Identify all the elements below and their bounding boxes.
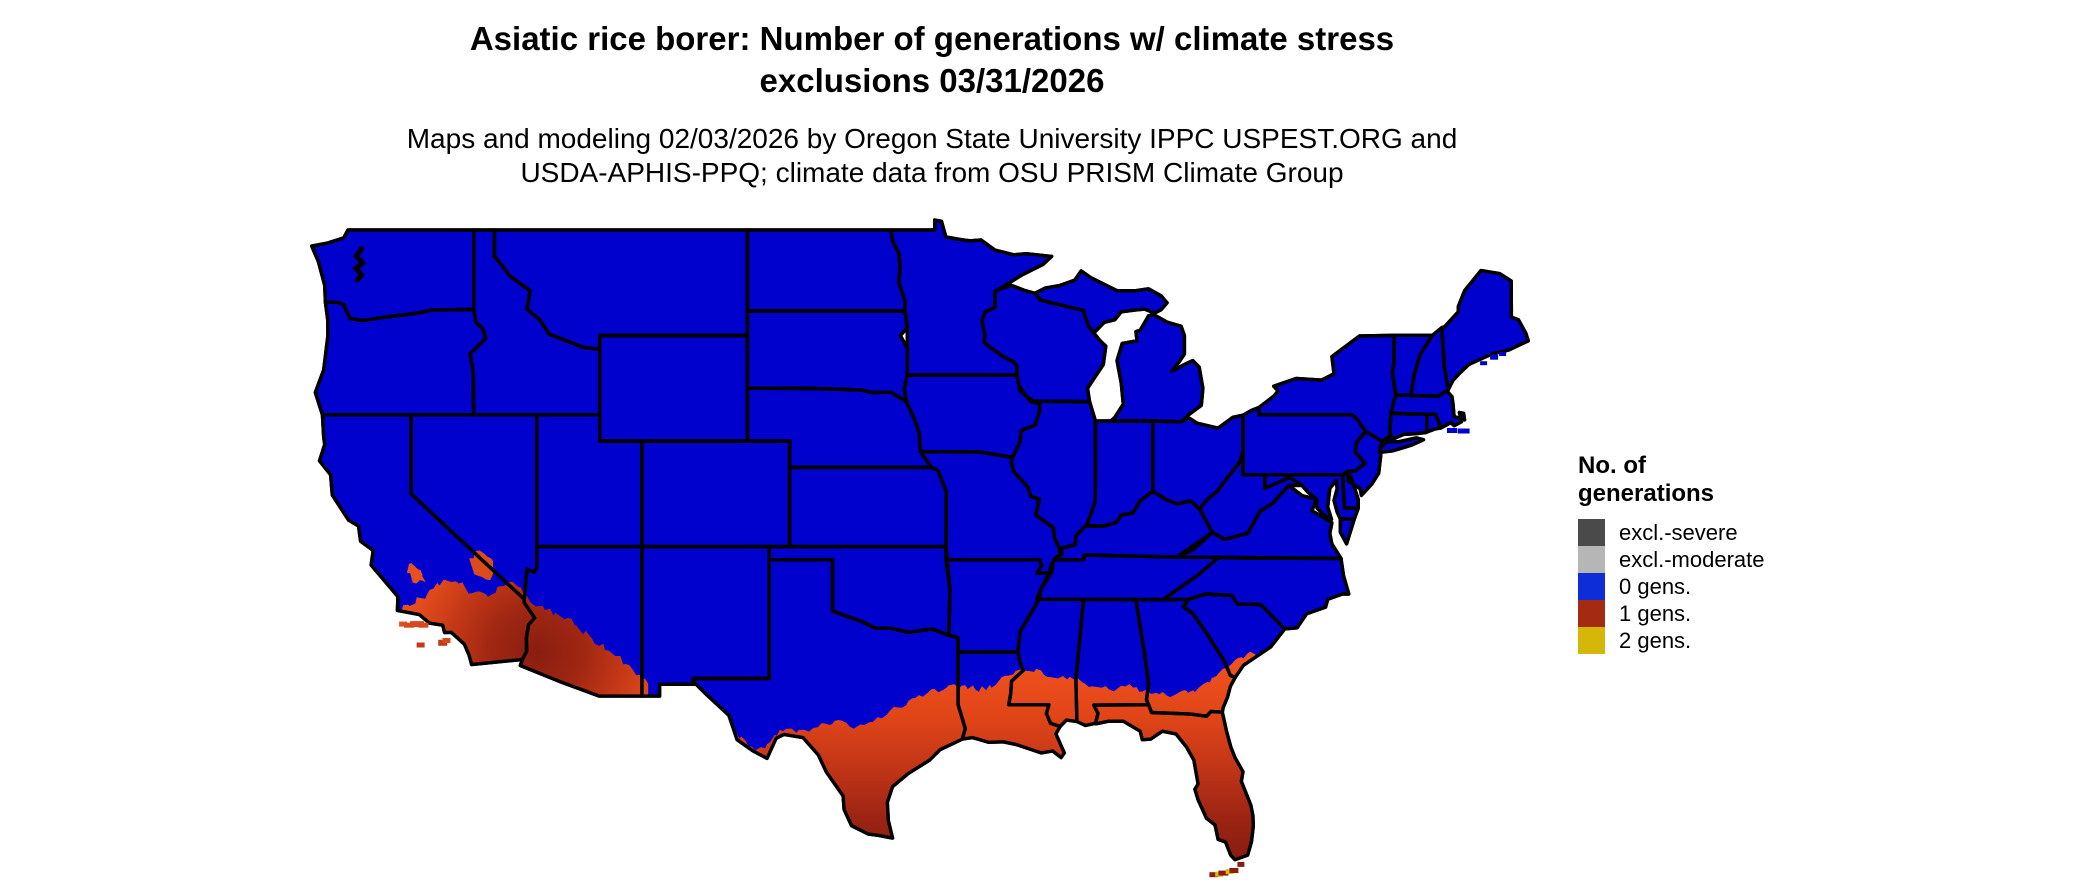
legend-items: excl.-severe excl.-moderate 0 gens. 1 gens.… (1578, 519, 1765, 654)
island-speck (1447, 428, 1457, 433)
state-nd (745, 228, 907, 313)
map-subtitle-line2: USDA-APHIS-PPQ; climate data from OSU PR… (520, 157, 1344, 188)
legend-item-0-gens-: 0 gens. (1578, 573, 1765, 600)
island-speck (399, 621, 408, 627)
map-subtitle: Maps and modeling 02/03/2026 by Oregon S… (0, 122, 1864, 190)
island-speck (1490, 354, 1499, 360)
map-title-line2: exclusions 03/31/2026 (759, 62, 1105, 99)
island-speck (1229, 868, 1239, 873)
puget-sound-inlets (352, 246, 367, 283)
island-speck (410, 621, 424, 628)
legend-item-2-gens-: 2 gens. (1578, 627, 1765, 654)
island-speck (342, 240, 349, 246)
state-or (313, 300, 488, 417)
map-title-line1: Asiatic rice borer: Number of generation… (469, 20, 1395, 57)
state-pa (1241, 405, 1368, 477)
island-speck (416, 642, 425, 648)
legend-title-line1: No. of (1578, 452, 1646, 479)
state-nm (640, 544, 771, 698)
island-speck (404, 622, 414, 628)
legend-swatch-2 (1578, 573, 1605, 600)
island-speck (1499, 352, 1507, 356)
legend-item-excl-moderate: excl.-moderate (1578, 546, 1765, 573)
legend-item-excl-severe: excl.-severe (1578, 519, 1765, 546)
island-speck (1237, 861, 1245, 867)
map-subtitle-line1: Maps and modeling 02/03/2026 by Oregon S… (406, 123, 1458, 154)
legend-label-3: 1 gens. (1619, 601, 1692, 626)
legend-label-4: 2 gens. (1619, 628, 1692, 653)
legend-swatch-3 (1578, 600, 1605, 627)
legend-label-0: excl.-severe (1619, 520, 1738, 545)
state-borders (310, 218, 1530, 862)
legend-title: No. of generations (1578, 452, 1765, 508)
island-speck (442, 638, 451, 643)
island-speck (418, 622, 429, 628)
state-mi (1109, 313, 1205, 424)
island-speck (346, 237, 354, 243)
legend: No. of generations excl.-severe excl.-mod… (1578, 452, 1765, 654)
states-fill (310, 218, 1530, 862)
legend-label-1: excl.-moderate (1619, 547, 1765, 572)
legend-swatch-0 (1578, 519, 1605, 546)
island-speck (1209, 872, 1219, 878)
state-me (1440, 268, 1530, 389)
island-speck (1218, 870, 1229, 876)
state-ks (787, 465, 948, 549)
state-co (640, 439, 792, 549)
state-wy (598, 333, 750, 443)
legend-item-1-gens-: 1 gens. (1578, 600, 1765, 627)
legend-label-2: 0 gens. (1619, 574, 1692, 599)
heat-band-3 (406, 563, 426, 584)
island-speck (1480, 361, 1488, 366)
legend-swatch-1 (1578, 546, 1605, 573)
island-speck (1457, 428, 1470, 434)
map-title: Asiatic rice borer: Number of generation… (0, 18, 1864, 102)
heat-band-2 (469, 550, 496, 581)
legend-swatch-4 (1578, 627, 1605, 654)
legend-title-line2: generations (1578, 480, 1715, 507)
island-specks (342, 237, 1507, 878)
